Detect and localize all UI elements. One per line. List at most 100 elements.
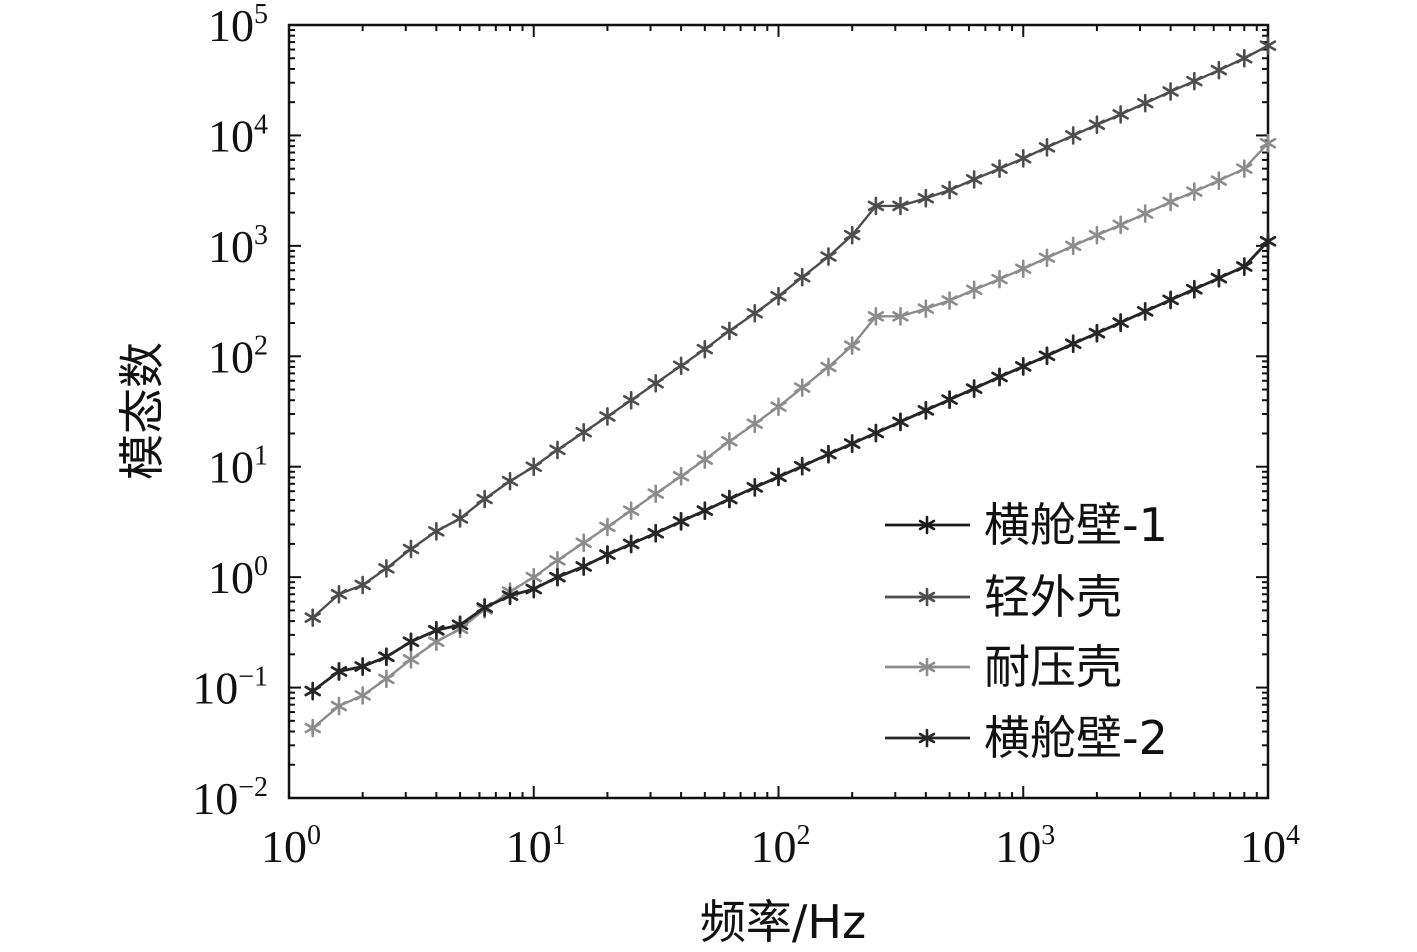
data-point: [1259, 133, 1277, 153]
data-point: [917, 401, 935, 420]
data-point: [941, 390, 958, 409]
data-point: [696, 339, 714, 359]
data-point: [1015, 259, 1032, 279]
data-point: [867, 307, 885, 326]
legend-label: 耐压壳: [984, 640, 1122, 694]
data-point: [599, 517, 616, 537]
data-point: [1088, 323, 1106, 343]
data-point: [549, 567, 566, 587]
data-point: [1236, 159, 1253, 178]
data-point: [549, 440, 566, 460]
data-point: [1038, 138, 1056, 157]
data-point: [1112, 313, 1129, 332]
data-point: [696, 501, 714, 520]
data-point: [1136, 204, 1154, 223]
data-point: [917, 188, 935, 208]
data-point: [1162, 82, 1179, 101]
data-point: [1236, 257, 1253, 276]
series-3: [304, 133, 1277, 738]
data-point: [746, 304, 764, 323]
y-tick-label: 10−1: [192, 662, 268, 714]
data-point: [941, 180, 958, 200]
data-point: [892, 196, 909, 216]
legend-item: 轻外壳: [885, 570, 1122, 624]
data-point: [501, 471, 519, 491]
data-point: [843, 336, 861, 355]
x-tick-label: 101: [506, 820, 566, 872]
data-point: [1210, 268, 1228, 288]
data-point: [402, 650, 420, 669]
data-point: [330, 662, 348, 681]
data-point: [354, 575, 371, 595]
data-point: [428, 522, 445, 541]
data-point: [1259, 231, 1277, 251]
data-point: [672, 356, 690, 376]
data-point: [330, 584, 348, 604]
data-point: [965, 379, 983, 398]
legend-item: 横舱壁-1: [885, 498, 1168, 552]
data-point: [622, 501, 640, 520]
data-point: [647, 373, 664, 393]
data-point: [770, 286, 787, 306]
data-point: [1186, 182, 1203, 201]
data-point: [793, 456, 811, 476]
y-tick-label: 101: [208, 441, 268, 493]
x-axis-title: 频率/Hz: [700, 895, 866, 949]
y-tick-label: 100: [208, 551, 268, 603]
data-point: [672, 466, 690, 486]
data-point: [599, 545, 616, 564]
series-layer: [304, 36, 1277, 738]
series-2: [304, 36, 1277, 627]
data-point: [525, 579, 542, 599]
data-point: [1112, 105, 1129, 124]
data-point: [965, 170, 983, 189]
data-point: [1210, 171, 1228, 190]
x-tick-label: 100: [261, 820, 321, 872]
data-point: [1259, 36, 1277, 55]
data-point: [1186, 71, 1203, 91]
data-point: [354, 686, 371, 705]
legend-marker: [918, 728, 936, 748]
data-point: [1088, 225, 1106, 245]
data-point: [721, 489, 738, 509]
data-point: [1236, 48, 1253, 68]
data-point: [330, 696, 348, 716]
series-4: [304, 231, 1277, 701]
legend-item: 耐压壳: [885, 640, 1122, 694]
data-point: [304, 608, 321, 627]
data-point: [1136, 93, 1154, 113]
series-line: [311, 240, 1270, 693]
data-point: [1112, 215, 1129, 235]
data-point: [647, 523, 664, 543]
legend-label: 横舱壁-2: [984, 711, 1168, 765]
data-point: [476, 598, 493, 617]
data-point: [1015, 149, 1032, 168]
series-1: [304, 231, 1277, 701]
data-point: [965, 280, 983, 300]
data-point: [378, 647, 395, 667]
data-point: [1038, 346, 1056, 366]
data-point: [820, 357, 837, 377]
data-point: [746, 478, 764, 497]
y-tick-label: 10−2: [192, 772, 268, 824]
legend-marker: [918, 587, 936, 607]
data-point: [549, 551, 566, 570]
data-point: [843, 434, 861, 453]
series-line: [311, 142, 1269, 729]
data-point: [991, 159, 1008, 178]
data-point: [304, 681, 321, 701]
data-point: [991, 269, 1008, 289]
x-tick-label: 102: [751, 820, 811, 872]
data-point: [599, 407, 616, 426]
data-point: [1064, 236, 1082, 256]
legend-item: 横舱壁-2: [885, 711, 1168, 765]
data-point: [793, 267, 811, 287]
data-point: [1088, 115, 1106, 135]
data-point: [793, 378, 811, 397]
data-point: [622, 390, 640, 410]
data-point: [575, 422, 592, 442]
data-point: [892, 412, 909, 432]
y-tick-label: 105: [208, 0, 268, 51]
